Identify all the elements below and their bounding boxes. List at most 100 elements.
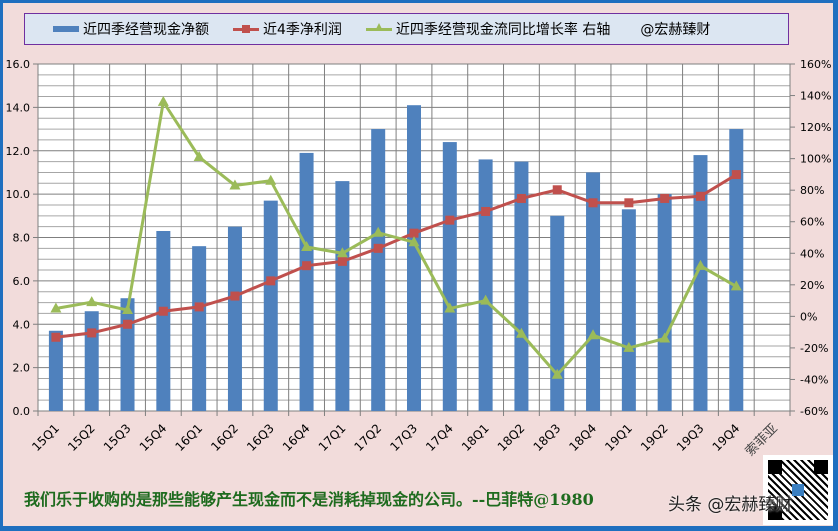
bar-cash-flow	[227, 226, 242, 411]
triangle-marker-icon	[229, 179, 241, 190]
triangle-marker-icon	[408, 236, 420, 247]
legend-label: 近4季净利润	[263, 22, 342, 38]
bar-cash-flow	[407, 105, 421, 412]
legend-item-growth-rate: 近四季经营现金流同比增长率 右轴	[362, 19, 610, 39]
square-marker-icon	[516, 193, 526, 203]
legend-label: 近四季经营现金流同比增长率 右轴	[395, 22, 611, 38]
bar-cash-flow	[84, 311, 99, 411]
category-label: 18Q3	[531, 421, 564, 454]
left-axis-tick-label: 6.0	[13, 275, 31, 288]
right-axis-tick-label: 40%	[800, 247, 824, 260]
right-axis-tick-label: 120%	[800, 121, 831, 134]
triangle-marker-icon	[551, 368, 563, 379]
category-label: 16Q2	[208, 421, 241, 454]
right-axis-tick-label: -40%	[800, 373, 828, 386]
category-label: 17Q2	[352, 421, 385, 454]
square-marker-icon	[481, 206, 491, 216]
category-label: 17Q1	[316, 421, 349, 454]
bar-cash-flow	[478, 159, 493, 411]
company-label: 索菲亚	[743, 421, 781, 459]
triangle-marker-icon	[659, 332, 671, 343]
qr-code-icon	[768, 460, 828, 520]
category-label: 18Q2	[495, 421, 528, 454]
triangle-marker-icon	[336, 247, 348, 258]
bar-cash-flow	[657, 194, 672, 411]
category-label: 19Q3	[674, 421, 707, 454]
square-marker-icon	[230, 291, 240, 301]
category-label: 15Q2	[65, 421, 98, 454]
right-axis-tick-label: -20%	[800, 342, 828, 355]
legend: 近四季经营现金净额 近4季净利润 近四季经营现金流同比增长率 右轴 @宏赫臻财	[24, 13, 789, 45]
left-axis-tick-label: 0.0	[13, 405, 31, 418]
triangle-marker-icon	[50, 302, 62, 313]
triangle-marker-line-icon	[365, 22, 392, 31]
left-axis-tick-label: 8.0	[13, 232, 31, 245]
bar-cash-flow	[586, 172, 601, 411]
category-label: 16Q1	[172, 421, 205, 454]
square-marker-icon	[87, 328, 97, 338]
right-axis-tick-label: 160%	[800, 58, 831, 71]
bar-cash-flow	[514, 161, 529, 411]
triangle-marker-icon	[265, 174, 277, 185]
bar-cash-flow	[192, 246, 207, 411]
category-label: 15Q4	[137, 421, 170, 454]
triangle-marker-icon	[515, 327, 527, 338]
square-marker-icon	[624, 198, 634, 208]
triangle-marker-icon	[730, 280, 742, 291]
triangle-marker-icon	[480, 294, 492, 305]
square-marker-icon	[660, 193, 670, 203]
left-axis-tick-label: 16.0	[6, 58, 31, 71]
right-axis-tick-label: -60%	[800, 405, 828, 418]
category-label: 18Q1	[459, 421, 492, 454]
left-axis-tick-label: 4.0	[13, 318, 31, 331]
triangle-marker-icon	[372, 226, 384, 237]
bar-cash-flow	[335, 181, 350, 411]
triangle-marker-icon	[193, 151, 205, 162]
right-axis-tick-label: 60%	[800, 216, 824, 229]
triangle-marker-icon	[444, 302, 456, 313]
bar-cash-flow	[550, 215, 565, 411]
right-axis-tick-label: 100%	[800, 153, 831, 166]
triangle-marker-icon	[157, 95, 169, 106]
left-axis-tick-label: 12.0	[6, 145, 31, 158]
square-marker-icon	[266, 276, 276, 286]
square-marker-icon	[695, 191, 705, 201]
category-label: 18Q4	[566, 421, 599, 454]
category-label: 19Q1	[602, 421, 635, 454]
bar-cash-flow	[621, 209, 636, 411]
category-label: 15Q1	[29, 421, 62, 454]
buffett-quote-caption: 我们乐于收购的是那些能够产生现金而不是消耗掉现金的公司。--巴菲特@1980	[24, 490, 594, 509]
bar-cash-flow	[156, 230, 171, 411]
right-axis-tick-label: 20%	[800, 279, 824, 292]
legend-handle: @宏赫臻财	[640, 22, 711, 38]
square-marker-icon	[552, 185, 562, 195]
bar-cash-flow	[48, 330, 63, 411]
square-marker-icon	[123, 319, 133, 329]
square-marker-icon	[337, 256, 347, 266]
square-marker-icon	[409, 228, 419, 238]
triangle-marker-icon	[301, 240, 313, 251]
bar-cash-flow	[729, 129, 744, 411]
square-marker-icon	[588, 198, 598, 208]
square-marker-icon	[373, 243, 383, 253]
right-axis-tick-label: 0%	[800, 310, 817, 323]
line-net-profit	[55, 173, 738, 339]
triangle-marker-icon	[122, 304, 134, 315]
category-label: 16Q4	[280, 421, 313, 454]
category-label: 17Q4	[423, 421, 456, 454]
left-axis-tick-label: 2.0	[13, 362, 31, 375]
triangle-marker-icon	[86, 296, 98, 307]
bar-cash-flow	[371, 129, 386, 411]
watermark: 头条 @宏赫臻财	[668, 495, 793, 515]
line-growth-rate	[55, 97, 738, 377]
square-marker-icon	[194, 302, 204, 312]
category-label: 17Q3	[387, 421, 420, 454]
triangle-marker-icon	[694, 259, 706, 270]
triangle-marker-icon	[623, 341, 635, 352]
bar-cash-flow	[693, 155, 708, 411]
bar-cash-flow	[120, 298, 135, 411]
legend-item-net-profit: 近4季净利润	[229, 19, 342, 39]
bar-cash-flow	[299, 152, 314, 411]
triangle-marker-icon	[587, 329, 599, 340]
